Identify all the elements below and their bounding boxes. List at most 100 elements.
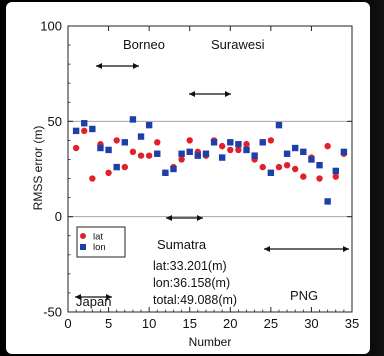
point-lat (259, 163, 266, 171)
x-tick-label: 0 (64, 316, 71, 331)
legend-lat-label: lat (93, 232, 103, 243)
region-label-borneo: Borneo (123, 37, 165, 52)
point-lon (292, 144, 299, 152)
arrow-png (264, 246, 349, 252)
point-lon (300, 148, 307, 156)
point-lon (283, 150, 291, 157)
legend-lon-marker (80, 244, 86, 250)
point-lon (340, 148, 348, 156)
point-lat (137, 152, 145, 159)
point-lon (89, 125, 96, 133)
point-lon (121, 139, 128, 146)
arrow-surawesi (189, 91, 231, 97)
point-lon (129, 116, 137, 123)
plot-frame (67, 25, 353, 313)
legend: lat lon (76, 226, 126, 258)
point-lat (267, 137, 275, 144)
point-lon (105, 146, 112, 154)
point-lon (154, 150, 161, 157)
grid-lines (68, 120, 352, 218)
arrow-japan (75, 294, 112, 300)
point-lat (105, 169, 112, 177)
y-tick-label: 0 (55, 209, 62, 224)
arrow-surawesi-head-right (225, 91, 231, 97)
point-lon (72, 127, 80, 135)
point-lat (121, 163, 128, 171)
point-lon (227, 139, 234, 146)
region-label-png: PNG (290, 288, 318, 303)
point-lon (113, 163, 120, 171)
region-label-surawesi: Surawesi (211, 37, 265, 52)
arrow-japan-head-right (106, 294, 112, 300)
point-lon (332, 167, 339, 175)
stat-total: total:49.088(m) (153, 293, 237, 307)
point-lon (137, 133, 145, 140)
point-lat (129, 148, 137, 156)
region-label-japan: Japan (76, 294, 111, 309)
point-lon (308, 156, 315, 163)
point-lon (218, 154, 226, 161)
data-points (72, 116, 348, 205)
arrow-sumatra-head-left (166, 215, 172, 221)
x-tick-label: 15 (182, 316, 196, 331)
point-lat (178, 156, 185, 163)
point-lon (194, 152, 202, 159)
point-lon (81, 120, 88, 127)
range-arrows (75, 63, 349, 300)
x-axis-label: Number (189, 335, 232, 349)
arrow-sumatra (166, 215, 203, 221)
arrow-japan-head-left (75, 294, 81, 300)
legend-box (76, 226, 126, 258)
arrow-borneo (96, 63, 139, 69)
legend-lon-label: lon (93, 242, 106, 253)
y-tick-label: 100 (40, 19, 62, 34)
point-lon (243, 146, 250, 154)
point-lon (267, 169, 275, 177)
arrow-borneo-head-left (96, 63, 102, 69)
point-lon (251, 152, 258, 159)
arrow-borneo-head-right (133, 63, 139, 69)
x-tick-label: 35 (345, 316, 359, 331)
point-lat (145, 152, 153, 159)
point-lat (283, 161, 291, 169)
point-lat (81, 127, 88, 135)
point-lat (227, 146, 234, 154)
arrow-png-head-left (264, 246, 270, 252)
point-lon (210, 139, 218, 146)
point-lon (186, 148, 193, 156)
stat-lat: lat:33.201(m) (153, 259, 227, 273)
point-lat (154, 139, 161, 146)
point-lat (218, 142, 226, 150)
point-lat (113, 137, 120, 144)
point-lat (316, 175, 323, 182)
region-label-sumatra: Sumatra (157, 237, 207, 252)
y-tick-label: 50 (48, 114, 62, 129)
point-lat (292, 165, 299, 173)
point-lon (162, 169, 169, 177)
x-tick-label: 30 (304, 316, 318, 331)
point-lon (178, 150, 185, 157)
point-lat (300, 173, 307, 180)
y-axis-label: RMSS error (m) (31, 126, 45, 211)
point-lat (332, 173, 339, 180)
stat-lon: lon:36.158(m) (153, 276, 230, 290)
arrow-sumatra-head-right (197, 215, 203, 221)
point-lat (89, 175, 96, 182)
arrow-surawesi-head-left (189, 91, 195, 97)
x-tick-label: 10 (142, 316, 156, 331)
point-lon (170, 165, 177, 173)
point-lon (324, 198, 331, 205)
point-lat (235, 146, 242, 154)
point-lon (275, 121, 283, 129)
point-lon (259, 139, 266, 146)
point-lat (243, 141, 250, 148)
point-lat (275, 163, 283, 171)
point-lon (97, 144, 104, 152)
point-lat (186, 137, 193, 144)
x-tick-label: 25 (264, 316, 278, 331)
point-lon (235, 141, 242, 148)
point-lat (324, 142, 331, 150)
point-lon (202, 150, 210, 157)
